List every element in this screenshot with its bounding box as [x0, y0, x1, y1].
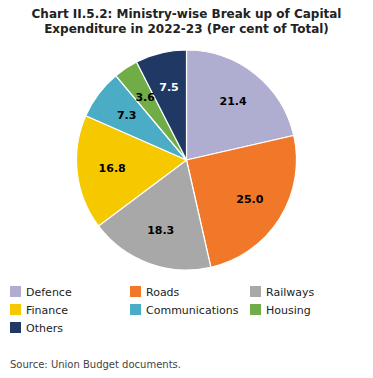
legend-label: Roads: [146, 286, 180, 299]
pie-slice: [137, 50, 187, 160]
data-label: 25.0: [236, 193, 263, 206]
legend-label: Defence: [26, 286, 72, 299]
legend-swatch: [10, 304, 21, 315]
legend-swatch: [10, 322, 21, 333]
pie: [76, 50, 296, 270]
title: Chart II.5.2: Ministry-wise Break up of …: [32, 7, 342, 36]
legend-label: Finance: [26, 304, 68, 317]
chart-svg: Chart II.5.2: Ministry-wise Break up of …: [0, 0, 373, 378]
legend-swatch: [250, 286, 261, 297]
legend-swatch: [130, 304, 141, 315]
legend-label: Housing: [266, 304, 311, 317]
data-label: 16.8: [99, 162, 126, 175]
legend-swatch: [130, 286, 141, 297]
legend-label: Communications: [146, 304, 239, 317]
chart-container: Chart II.5.2: Ministry-wise Break up of …: [0, 0, 373, 378]
data-label: 7.5: [159, 81, 179, 94]
annotation: Source: Union Budget documents.: [10, 359, 181, 370]
legend-swatch: [250, 304, 261, 315]
legend-label: Railways: [266, 286, 315, 299]
legend: Defence Roads Railways Finance Communication…: [10, 286, 315, 335]
data-label: 18.3: [147, 224, 174, 237]
data-label: 7.3: [117, 109, 137, 122]
legend-label: Others: [26, 322, 63, 335]
data-labels: 21.4 25.0 18.3 16.8 7.3 3.6 7.5: [99, 81, 264, 237]
data-label: 3.6: [135, 91, 155, 104]
data-label: 21.4: [220, 95, 247, 108]
legend-swatch: [10, 286, 21, 297]
